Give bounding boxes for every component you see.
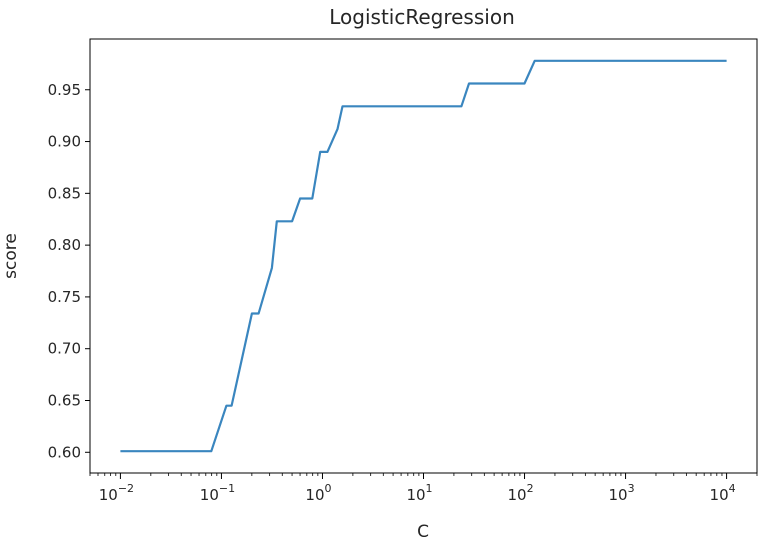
- x-tick-label: 102: [507, 482, 533, 504]
- y-tick-label: 0.70: [48, 340, 81, 358]
- y-tick-label: 0.85: [48, 184, 81, 202]
- x-tick-label: 101: [406, 482, 432, 504]
- x-tick-label: 104: [710, 482, 736, 504]
- y-axis-label: score: [1, 233, 21, 279]
- plot-frame: [89, 38, 758, 474]
- x-tick-label: 10−2: [99, 482, 134, 504]
- x-axis-label: C: [417, 522, 429, 542]
- y-tick-label: 0.65: [48, 391, 81, 409]
- x-axis: 10−2 10−1 100 101 102 103 104: [89, 473, 758, 504]
- series-line: [120, 59, 727, 453]
- x-tick-label: 100: [305, 482, 331, 504]
- chart-title: LogisticRegression: [329, 5, 515, 29]
- series-lines: [120, 59, 727, 453]
- y-tick-label: 0.80: [48, 236, 81, 254]
- y-tick-label: 0.60: [48, 443, 81, 461]
- x-tick-label: 103: [609, 482, 635, 504]
- y-tick-label: 0.95: [48, 81, 81, 99]
- x-tick-label: 10−1: [200, 482, 235, 504]
- y-tick-label: 0.90: [48, 133, 81, 151]
- y-tick-label: 0.75: [48, 288, 81, 306]
- y-axis: 0.60 0.65 0.70 0.75 0.80 0.85 0.90 0.95: [48, 81, 90, 461]
